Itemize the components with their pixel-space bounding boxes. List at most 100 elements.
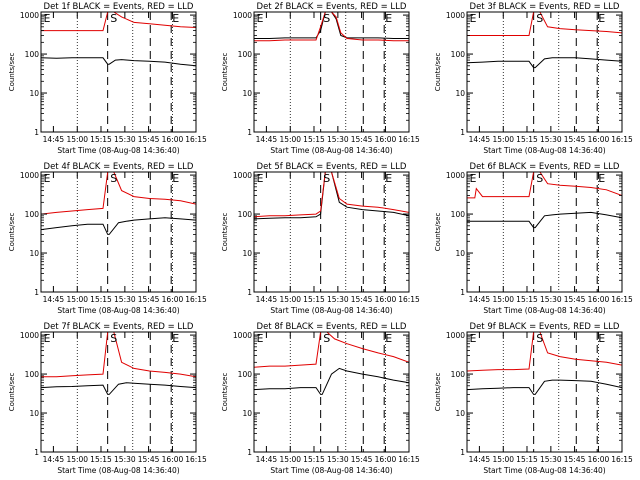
x-tick-label: 15:45 <box>564 295 586 304</box>
x-tick-label: 14:45 <box>256 135 278 144</box>
x-axis-label: Start Time (08-Aug-08 14:36:40) <box>270 146 392 155</box>
y-tick-label: 1 <box>34 288 39 297</box>
series-line-lld <box>467 332 622 372</box>
x-tick-label: 16:15 <box>611 455 633 464</box>
x-tick-label: 15:00 <box>279 295 301 304</box>
segment-annotation: S <box>323 172 330 185</box>
plot-frame <box>253 331 410 453</box>
segment-annotation: S <box>323 12 330 25</box>
y-tick-label: 1000 <box>233 11 252 20</box>
y-axis-label: Counts/sec <box>221 53 229 92</box>
y-tick-label: 1000 <box>446 171 465 180</box>
x-tick-label: 16:15 <box>185 455 207 464</box>
panel-title: Det 6f BLACK = Events, RED = LLD <box>470 162 620 172</box>
segment-annotation: E <box>257 172 264 185</box>
x-tick-label: 15:30 <box>540 295 562 304</box>
x-tick-label: 16:00 <box>588 455 610 464</box>
x-tick-label: 16:15 <box>611 295 633 304</box>
x-tick-label: 15:15 <box>303 455 325 464</box>
series-line-events <box>41 57 196 67</box>
segment-annotation: E <box>44 12 51 25</box>
x-tick-label: 16:15 <box>398 135 420 144</box>
y-tick-label: 1 <box>247 288 252 297</box>
y-tick-label: 1 <box>460 448 465 457</box>
plot-frame <box>253 11 410 133</box>
y-tick-label: 1000 <box>233 331 252 340</box>
x-tick-label: 15:15 <box>516 295 538 304</box>
x-tick-label: 15:30 <box>114 295 136 304</box>
segment-annotation: S <box>536 172 543 185</box>
x-tick-label: 16:00 <box>588 135 610 144</box>
series-line-lld <box>41 12 196 32</box>
y-tick-label: 10 <box>29 89 39 98</box>
x-axis-label: Start Time (08-Aug-08 14:36:40) <box>483 306 605 315</box>
series-line-lld <box>467 172 622 199</box>
plot-frame <box>466 171 623 293</box>
y-tick-label: 1 <box>247 128 252 137</box>
x-tick-label: 15:00 <box>279 135 301 144</box>
x-tick-label: 14:45 <box>256 455 278 464</box>
y-tick-label: 100 <box>25 370 40 379</box>
x-tick-label: 15:30 <box>327 295 349 304</box>
panel-title: Det 9f BLACK = Events, RED = LLD <box>470 322 620 332</box>
segment-annotation: S <box>110 12 117 25</box>
y-axis-label: Counts/sec <box>8 53 16 92</box>
x-tick-label: 15:15 <box>90 455 112 464</box>
series-line-lld <box>254 172 409 218</box>
x-tick-label: 15:00 <box>66 295 88 304</box>
y-tick-label: 1000 <box>20 171 39 180</box>
y-tick-label: 10 <box>455 89 465 98</box>
x-tick-label: 14:45 <box>43 295 65 304</box>
x-tick-label: 16:00 <box>588 295 610 304</box>
y-axis-label: Counts/sec <box>434 53 442 92</box>
plot-frame <box>40 331 197 453</box>
y-tick-label: 1 <box>460 128 465 137</box>
y-axis-label: Counts/sec <box>221 213 229 252</box>
y-tick-label: 100 <box>451 210 466 219</box>
x-tick-label: 15:15 <box>303 295 325 304</box>
y-tick-label: 1 <box>460 288 465 297</box>
y-tick-label: 100 <box>238 210 253 219</box>
series-line-lld <box>254 332 409 368</box>
y-tick-label: 100 <box>25 210 40 219</box>
y-tick-label: 1 <box>34 128 39 137</box>
y-tick-label: 1000 <box>20 11 39 20</box>
x-axis-label: Start Time (08-Aug-08 14:36:40) <box>57 146 179 155</box>
y-tick-label: 10 <box>29 249 39 258</box>
panel-det-7: Det 7f BLACK = Events, RED = LLD Counts/s… <box>8 322 207 475</box>
x-tick-label: 16:00 <box>162 135 184 144</box>
panel-det-3: Det 3f BLACK = Events, RED = LLD Counts/s… <box>434 2 633 155</box>
y-axis-label: Counts/sec <box>434 213 442 252</box>
y-tick-label: 10 <box>242 409 252 418</box>
x-tick-label: 14:45 <box>469 455 491 464</box>
segment-annotation: S <box>536 12 543 25</box>
y-tick-label: 1 <box>34 448 39 457</box>
series-line-events <box>254 12 409 39</box>
segment-annotation: E <box>470 12 477 25</box>
x-tick-label: 15:30 <box>540 455 562 464</box>
segment-annotation: E <box>44 172 51 185</box>
x-tick-label: 15:00 <box>492 135 514 144</box>
x-tick-label: 16:15 <box>185 295 207 304</box>
series-line-events <box>467 57 622 69</box>
series-line-events <box>467 211 622 229</box>
x-tick-label: 15:45 <box>351 135 373 144</box>
x-tick-label: 15:30 <box>114 455 136 464</box>
y-tick-label: 1000 <box>446 11 465 20</box>
series-line-lld <box>41 332 196 378</box>
panel-title: Det 8f BLACK = Events, RED = LLD <box>257 322 407 332</box>
y-tick-label: 100 <box>451 370 466 379</box>
panel-det-1: Det 1f BLACK = Events, RED = LLD Counts/s… <box>8 2 207 155</box>
y-tick-label: 100 <box>238 370 253 379</box>
x-tick-label: 16:00 <box>162 455 184 464</box>
x-tick-label: 15:00 <box>492 295 514 304</box>
segment-annotation: E <box>470 332 477 345</box>
x-tick-label: 15:45 <box>138 455 160 464</box>
x-axis-label: Start Time (08-Aug-08 14:36:40) <box>57 306 179 315</box>
series-line-lld <box>41 172 196 215</box>
x-axis-label: Start Time (08-Aug-08 14:36:40) <box>270 306 392 315</box>
segment-annotation: E <box>385 332 392 345</box>
y-tick-label: 10 <box>455 249 465 258</box>
segment-annotation: S <box>536 332 543 345</box>
